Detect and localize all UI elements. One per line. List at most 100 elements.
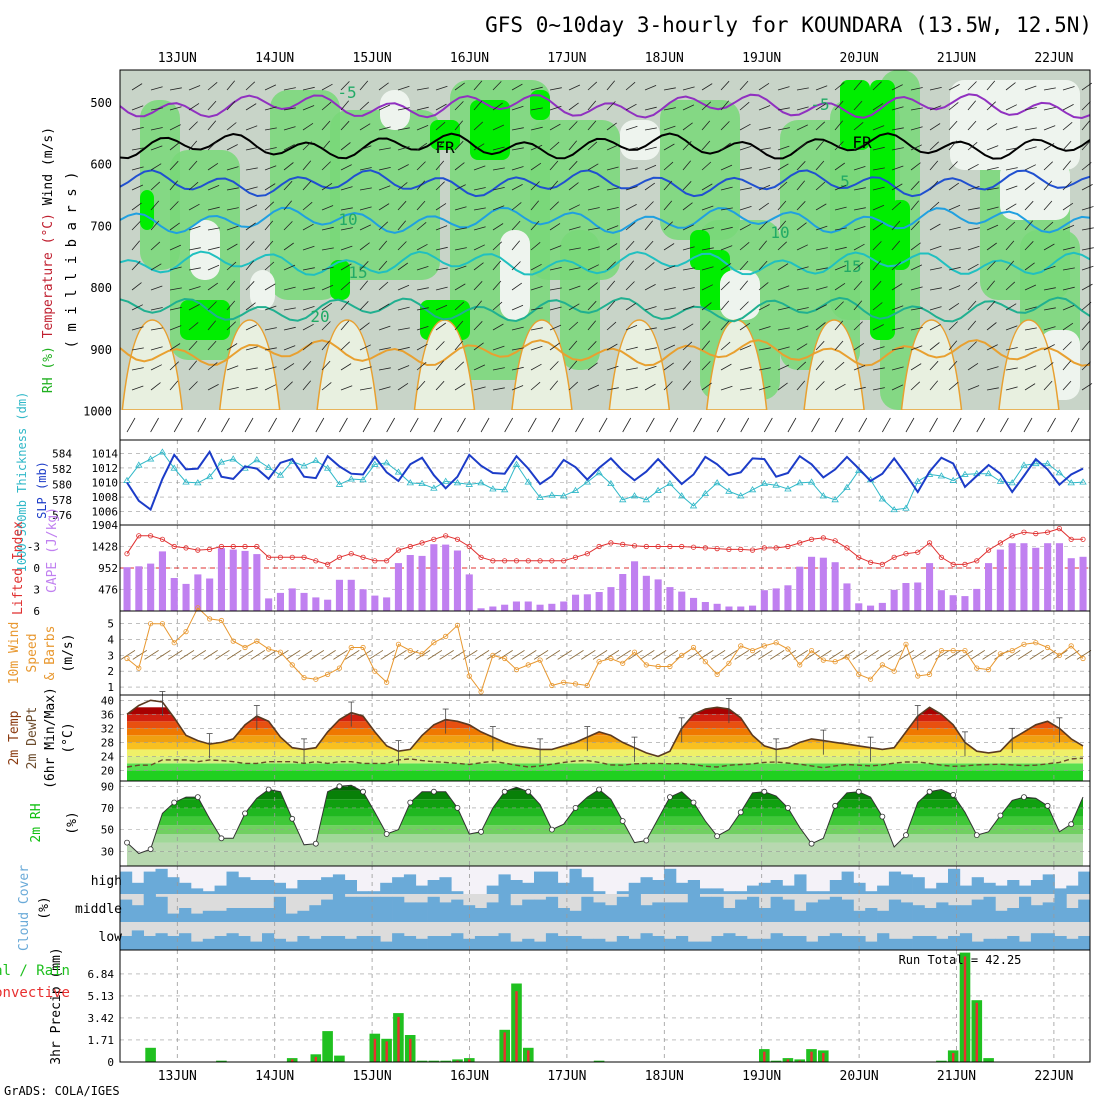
li-point [242, 543, 248, 550]
wind-barb [454, 247, 467, 251]
wind-barb [948, 381, 959, 391]
rh-point [714, 833, 721, 839]
wind-barb [910, 126, 923, 131]
wind-barb [359, 242, 370, 251]
wind-barb [805, 650, 820, 660]
wind-barb [527, 417, 537, 433]
wind-barb [283, 200, 293, 211]
cape-bar [406, 555, 414, 611]
li-point [761, 545, 767, 551]
wind-barb [967, 385, 980, 391]
wind-speed-point [207, 616, 213, 622]
wind-barb [378, 281, 389, 291]
wind-barb [291, 417, 301, 433]
wind-barb [511, 347, 524, 351]
precip-convective-bar [822, 1053, 825, 1062]
cloud-low-bar [1030, 933, 1044, 950]
cloud-high-bar [297, 880, 310, 894]
wind-barb [1024, 383, 1036, 391]
wind-barb [834, 227, 847, 231]
wind-barb [340, 81, 350, 91]
rh-point [171, 799, 178, 806]
cape-bar [678, 591, 686, 611]
wind-barb [948, 161, 958, 171]
wind-barb [511, 105, 524, 111]
wind-barb [473, 165, 486, 171]
cloud-middle-bar [676, 902, 689, 922]
cloud-high-bar [865, 891, 878, 894]
cloud-middle-bar [747, 896, 760, 922]
wind-barb [891, 127, 904, 131]
rh-band [127, 807, 1083, 817]
wind-barb [302, 245, 315, 251]
wind-barb [986, 322, 997, 331]
wind-barb [283, 126, 296, 131]
wind-barb [283, 87, 296, 91]
wind-barb [644, 182, 656, 191]
wind-barb [492, 260, 502, 271]
wind-barb [758, 326, 771, 331]
wind-barb [1005, 126, 1018, 131]
wind-barb [397, 306, 410, 311]
wind-barb [910, 345, 923, 351]
li-point [395, 547, 402, 553]
cape-bar [394, 563, 402, 611]
wind-barb [834, 320, 844, 331]
li-y-label: Lifted Index [11, 521, 26, 615]
wind-barb [887, 650, 903, 660]
li-point [867, 559, 874, 565]
wind-barb [226, 343, 238, 351]
thickness-point [843, 483, 851, 490]
wind-barb [359, 80, 369, 91]
wind-barb [492, 167, 505, 171]
cape-bar [819, 557, 827, 611]
cloud-high-bar [593, 891, 606, 894]
thickness-point [878, 495, 887, 502]
cloud-low-bar [687, 941, 700, 950]
wind-barb [226, 122, 237, 131]
wind-barb [701, 161, 712, 171]
wind-barb [207, 362, 218, 371]
wind-barb [283, 264, 296, 271]
wind-barb [967, 300, 977, 311]
wind-barb [1062, 246, 1075, 251]
wind-barb [302, 86, 315, 91]
li-point [938, 554, 944, 560]
wind-barb [606, 300, 616, 311]
cloud-high-bar [735, 891, 748, 894]
cloud-high-bar [545, 871, 559, 894]
wind-barb [530, 381, 541, 391]
wind-barb [967, 100, 977, 111]
wind-barb [302, 201, 313, 211]
cloud-middle-bar [640, 905, 653, 922]
wind-barb [625, 167, 638, 171]
wind-barb [625, 346, 638, 351]
wind-barb [606, 101, 616, 111]
wind-speed-point [266, 646, 272, 652]
wind-barb [435, 304, 448, 311]
precip-convective-bar [798, 1060, 801, 1062]
cape-bar [619, 574, 627, 611]
cloud-middle-bar [995, 910, 1008, 922]
rh-point [785, 805, 791, 811]
wind-barb [340, 207, 353, 211]
top-date-tick: 15JUN [353, 51, 392, 66]
wind-barb [581, 650, 596, 660]
cloud-high-bar [664, 868, 677, 894]
wind-speed-point [856, 671, 862, 678]
wind-barb [131, 347, 144, 351]
li-point [1068, 536, 1074, 542]
cloud-high-bar [273, 882, 286, 894]
wind-barb [435, 181, 445, 191]
wind-barb [568, 140, 578, 151]
cloud-low-bar [711, 936, 724, 950]
rh-point [950, 792, 957, 798]
wind-speed-point [749, 647, 756, 654]
thickness-point [335, 480, 344, 487]
wind-barb [929, 287, 942, 291]
wind-barb [473, 386, 486, 391]
cloud-middle-bar [687, 894, 700, 922]
wind-barb [416, 361, 427, 371]
wind-barb [1005, 104, 1017, 111]
wind-barb [1081, 265, 1094, 271]
